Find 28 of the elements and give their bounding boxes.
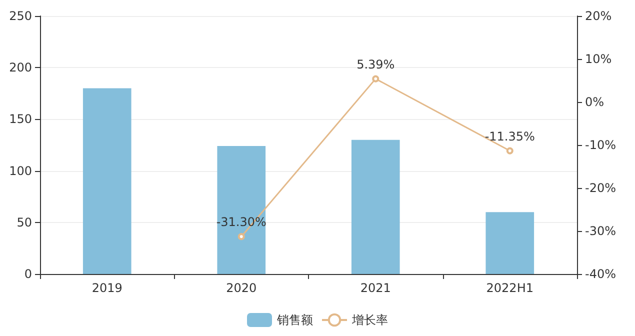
- y2-tick-label: 0%: [585, 95, 604, 109]
- x-tick-label: 2022H1: [486, 281, 534, 295]
- y-tick-label: 100: [9, 164, 32, 178]
- point: [506, 147, 514, 154]
- data-label: -11.35%: [484, 129, 535, 144]
- y-tick-label: 250: [9, 9, 32, 23]
- bar: [217, 146, 266, 274]
- data-label: 5.39%: [356, 57, 395, 72]
- y2-tick-label: -30%: [585, 224, 616, 238]
- legend-label: 销售额: [276, 313, 313, 327]
- y-tick-label: 150: [9, 112, 32, 126]
- bar: [82, 88, 132, 274]
- y2-tick-label: 20%: [585, 9, 612, 23]
- y2-tick-label: -20%: [585, 181, 616, 195]
- y2-tick-label: 10%: [585, 52, 612, 66]
- y-tick-label: 200: [9, 60, 32, 75]
- y-tick-label: 50: [16, 215, 32, 230]
- legend-label: 增长率: [351, 313, 388, 327]
- x-tick-label: 2020: [226, 281, 257, 295]
- y2-tick-label: -10%: [585, 138, 616, 152]
- point: [372, 75, 380, 82]
- x-tick-label: 2019: [92, 281, 122, 295]
- point: [238, 233, 245, 240]
- x-tick-label: 2021: [360, 281, 391, 295]
- y2-tick-label: -40%: [585, 267, 616, 281]
- y-tick-label: 0: [24, 267, 32, 281]
- bar: [351, 140, 400, 274]
- bar: [486, 212, 534, 274]
